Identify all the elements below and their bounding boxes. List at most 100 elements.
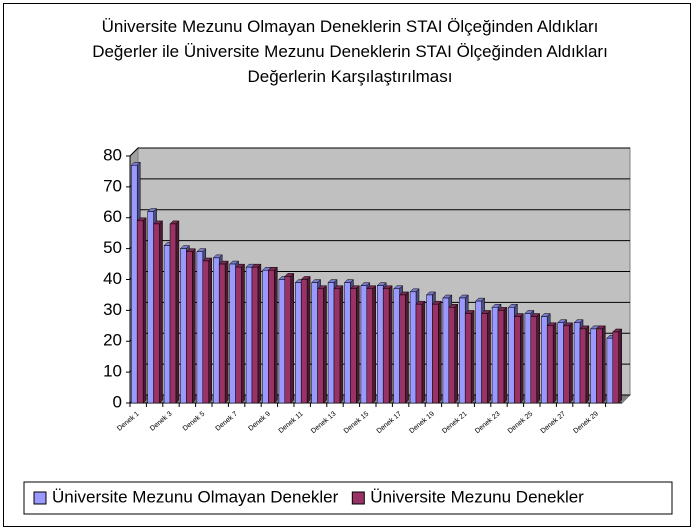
bar <box>234 263 246 404</box>
bar-side <box>224 260 229 404</box>
bar-side <box>520 312 524 404</box>
bar-front <box>235 266 242 404</box>
bar <box>530 312 541 404</box>
bar-front <box>464 313 472 404</box>
bar-front <box>153 223 160 404</box>
bar-front <box>180 248 187 404</box>
bar-side <box>438 300 442 404</box>
chart-frame <box>3 3 691 527</box>
bar-front <box>579 328 587 404</box>
x-tick-label: Denek 1 <box>116 411 141 433</box>
legend-swatch <box>351 491 365 505</box>
bar-front <box>448 307 455 404</box>
bar-side <box>618 328 622 404</box>
bar-front <box>344 282 351 404</box>
grid-line <box>129 147 630 157</box>
bar <box>448 303 459 404</box>
bar-side <box>142 217 147 404</box>
bar <box>284 272 295 404</box>
y-tick-label: 30 <box>103 300 122 319</box>
bar-side <box>356 285 360 404</box>
bar-side <box>306 275 311 404</box>
y-tick-label: 70 <box>103 176 122 195</box>
bar-front <box>596 328 603 404</box>
bar-front <box>350 288 357 404</box>
bar-front <box>213 257 220 404</box>
x-tick-label: Denek 29 <box>572 411 600 436</box>
bar <box>349 285 360 404</box>
bar-side <box>569 322 573 404</box>
bar-side <box>241 263 245 404</box>
bar-front <box>295 282 302 404</box>
x-tick-label: Denek 5 <box>182 411 207 433</box>
bar <box>546 322 557 404</box>
x-tick-label: Denek 11 <box>278 411 305 435</box>
bar-front <box>136 220 144 404</box>
x-tick-label: Denek 25 <box>507 411 535 436</box>
x-tick-label: Denek 9 <box>247 411 272 433</box>
bar-front <box>229 263 236 404</box>
bar-side <box>159 220 163 404</box>
bar <box>185 248 196 404</box>
x-tick-label: Denek 17 <box>376 411 404 436</box>
bar-front <box>202 260 209 404</box>
bar-side <box>503 306 508 404</box>
x-tick-label: Denek 19 <box>408 411 436 436</box>
bar-side <box>552 322 557 404</box>
bar-front <box>557 322 564 404</box>
bar <box>316 285 328 404</box>
bar-side <box>175 220 180 404</box>
bar <box>300 275 311 404</box>
chart-title: Üniversite Mezunu Olmayan Deneklerin STA… <box>92 17 608 86</box>
bar-front <box>497 310 505 404</box>
bar-front <box>300 279 308 404</box>
bar-side <box>454 303 458 404</box>
x-tick-label: Denek 13 <box>310 411 338 436</box>
y-tick-label: 60 <box>103 207 122 226</box>
bar <box>366 285 377 404</box>
bar <box>398 291 410 404</box>
bar-front <box>475 300 482 404</box>
bar-side <box>323 285 327 404</box>
bar-side <box>388 285 393 404</box>
bar-side <box>405 291 409 404</box>
y-tick-label: 50 <box>103 238 122 257</box>
legend-box <box>23 481 673 515</box>
bar-front <box>131 165 138 404</box>
bar-front <box>606 337 614 404</box>
bar-front <box>590 328 597 404</box>
bar-front <box>284 276 291 404</box>
y-tick-label: 80 <box>103 145 122 164</box>
bar-front <box>333 288 341 404</box>
bar <box>612 328 623 404</box>
y-tick-label: 40 <box>103 269 122 288</box>
bar <box>218 260 229 404</box>
bar-front <box>426 294 433 404</box>
bar-front <box>432 303 439 404</box>
bar-front <box>563 325 570 404</box>
bar-front <box>481 313 488 404</box>
bar-front <box>508 307 515 404</box>
bar-front <box>409 291 417 404</box>
legend-label: Üniversite Mezunu Olmayan Denekler <box>52 487 339 506</box>
bar-side <box>421 300 426 404</box>
bar-front <box>186 251 193 404</box>
bar <box>333 285 344 404</box>
bar-front <box>530 316 537 404</box>
bar-front <box>546 325 554 404</box>
x-tick-label: Denek 7 <box>215 411 240 433</box>
bar <box>513 312 524 404</box>
bar-front <box>278 279 286 404</box>
bar-side <box>208 257 212 404</box>
legend-swatch <box>33 491 47 505</box>
y-tick-label: 20 <box>103 331 122 350</box>
bar-front <box>399 294 406 404</box>
bar-front <box>251 266 259 404</box>
bar <box>152 220 164 404</box>
bar-front <box>524 313 532 404</box>
x-tick-label: Denek 23 <box>474 411 502 436</box>
bar <box>464 309 475 404</box>
bar-front <box>147 211 154 404</box>
